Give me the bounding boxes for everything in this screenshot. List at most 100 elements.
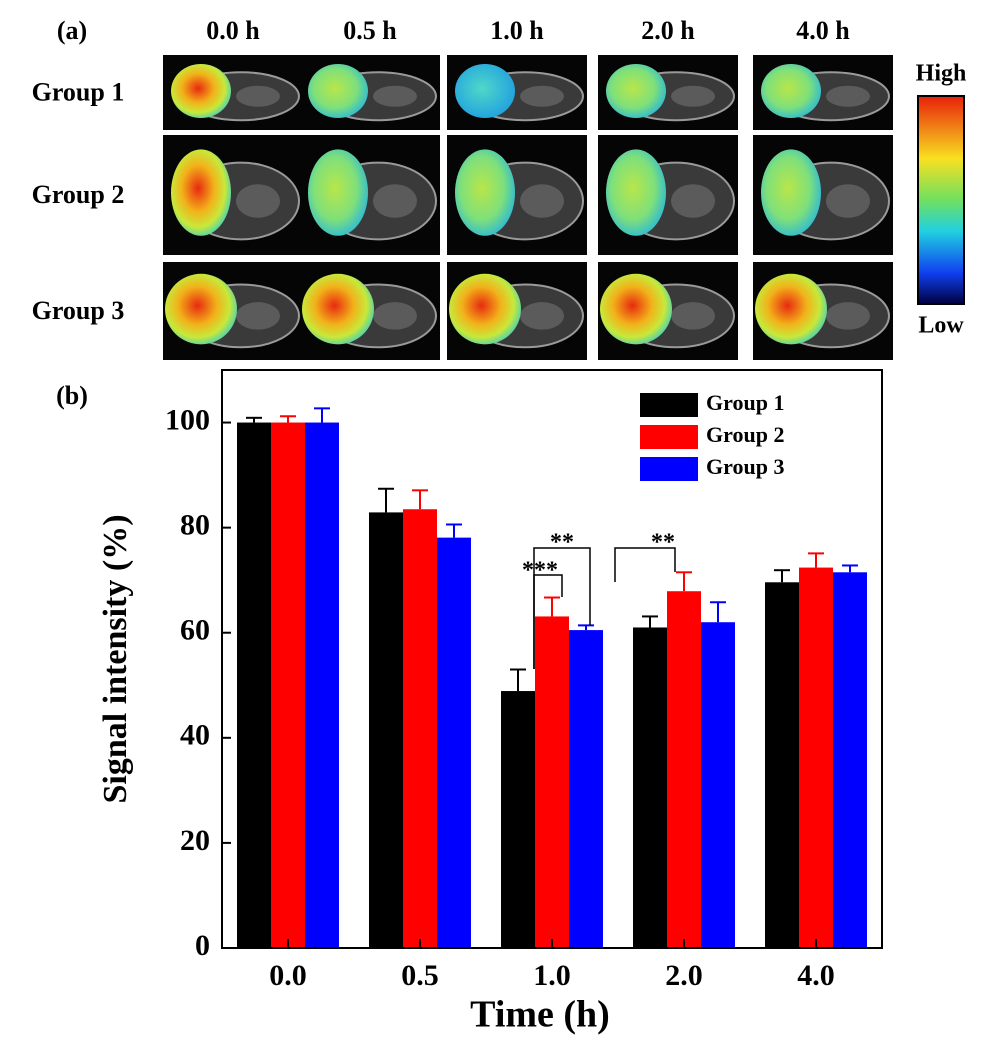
mri-image <box>163 262 303 360</box>
bar <box>833 572 867 948</box>
x-tick-label: 0.0 <box>269 959 307 992</box>
mri-image <box>447 262 587 360</box>
panel-label: (a) <box>57 16 87 45</box>
tumor-signal <box>171 64 231 118</box>
tumor-signal <box>455 149 515 235</box>
row-label: Group 3 <box>32 296 125 325</box>
tumor-signal <box>755 274 827 345</box>
significance-label: ** <box>651 530 675 556</box>
x-tick-label: 2.0 <box>665 959 703 992</box>
legend-label: Group 3 <box>706 454 784 479</box>
mri-image <box>447 55 587 130</box>
column-label: 2.0 h <box>641 16 695 45</box>
y-tick-label: 40 <box>180 719 210 752</box>
colorbar-low: Low <box>918 313 964 339</box>
tumor-signal <box>761 149 821 235</box>
error-bar <box>842 565 858 572</box>
error-bar <box>510 670 526 692</box>
error-bar <box>378 489 394 513</box>
significance-label: ** <box>550 530 574 556</box>
error-bar <box>808 553 824 567</box>
tumor-signal <box>308 64 368 118</box>
column-label: 1.0 h <box>490 16 544 45</box>
error-bar <box>710 602 726 622</box>
legend-label: Group 1 <box>706 390 784 415</box>
body-detail <box>671 184 715 218</box>
bar <box>535 616 569 948</box>
body-detail <box>520 184 564 218</box>
tumor-signal <box>455 64 515 118</box>
column-label: 0.0 h <box>206 16 260 45</box>
body-detail <box>373 86 417 107</box>
mri-image <box>300 55 440 130</box>
panel-b: (b) Time (h) Signal intensity (%) 0 20 40 6… <box>56 370 882 1036</box>
error-bar <box>412 490 428 509</box>
tumor-signal <box>606 64 666 118</box>
tumor-signal <box>606 149 666 235</box>
bar <box>667 591 701 948</box>
bar <box>437 538 471 948</box>
figure: (a) High Low 0.0 h0.5 h1.0 h2.0 h4.0 hGr… <box>0 0 981 1046</box>
mri-image <box>163 55 303 130</box>
body-detail <box>373 302 417 329</box>
legend-swatch <box>640 457 698 481</box>
error-bar <box>544 598 560 617</box>
y-tick-label: 0 <box>195 929 210 962</box>
body-detail <box>826 86 870 107</box>
tumor-signal <box>302 274 374 345</box>
error-bar <box>642 616 658 627</box>
y-tick-label: 20 <box>180 824 210 857</box>
legend-swatch <box>640 425 698 449</box>
bar <box>569 630 603 948</box>
bar <box>633 627 667 948</box>
x-axis-label: Time (h) <box>470 994 610 1036</box>
mri-image <box>598 262 738 360</box>
bar <box>403 509 437 948</box>
mri-image <box>598 135 738 255</box>
x-tick-label: 4.0 <box>797 959 835 992</box>
body-detail <box>826 184 870 218</box>
y-tick-label: 80 <box>180 509 210 542</box>
y-axis-label: Signal intensity (%) <box>97 514 134 803</box>
legend-swatch <box>640 393 698 417</box>
body-detail <box>236 184 280 218</box>
mri-image <box>447 135 587 255</box>
tumor-signal <box>761 64 821 118</box>
bar <box>501 691 535 948</box>
error-bar <box>676 572 692 591</box>
mri-image <box>163 135 303 255</box>
body-detail <box>671 302 715 329</box>
body-detail <box>373 184 417 218</box>
body-detail <box>236 302 280 329</box>
error-bar <box>314 408 330 422</box>
body-detail <box>520 302 564 329</box>
tumor-signal <box>171 149 231 235</box>
tumor-signal <box>600 274 672 345</box>
panel-label: (b) <box>56 381 88 410</box>
colorbar <box>918 96 964 304</box>
mri-image <box>598 55 738 130</box>
body-detail <box>236 86 280 107</box>
mri-image <box>753 135 893 255</box>
error-bar <box>774 570 790 582</box>
y-tick-label: 100 <box>165 403 210 436</box>
y-tick-label: 60 <box>180 614 210 647</box>
significance-label: *** <box>522 558 558 584</box>
body-detail <box>520 86 564 107</box>
bar <box>701 622 735 948</box>
body-detail <box>826 302 870 329</box>
bar <box>305 423 339 948</box>
bar <box>369 512 403 948</box>
tumor-signal <box>165 274 237 345</box>
mri-image <box>753 262 893 360</box>
mri-image <box>753 55 893 130</box>
error-bar <box>246 418 262 423</box>
column-label: 0.5 h <box>343 16 397 45</box>
body-detail <box>671 86 715 107</box>
bar <box>271 423 305 948</box>
error-bar <box>280 416 296 422</box>
row-label: Group 1 <box>32 77 125 106</box>
tumor-signal <box>449 274 521 345</box>
bar <box>765 582 799 948</box>
